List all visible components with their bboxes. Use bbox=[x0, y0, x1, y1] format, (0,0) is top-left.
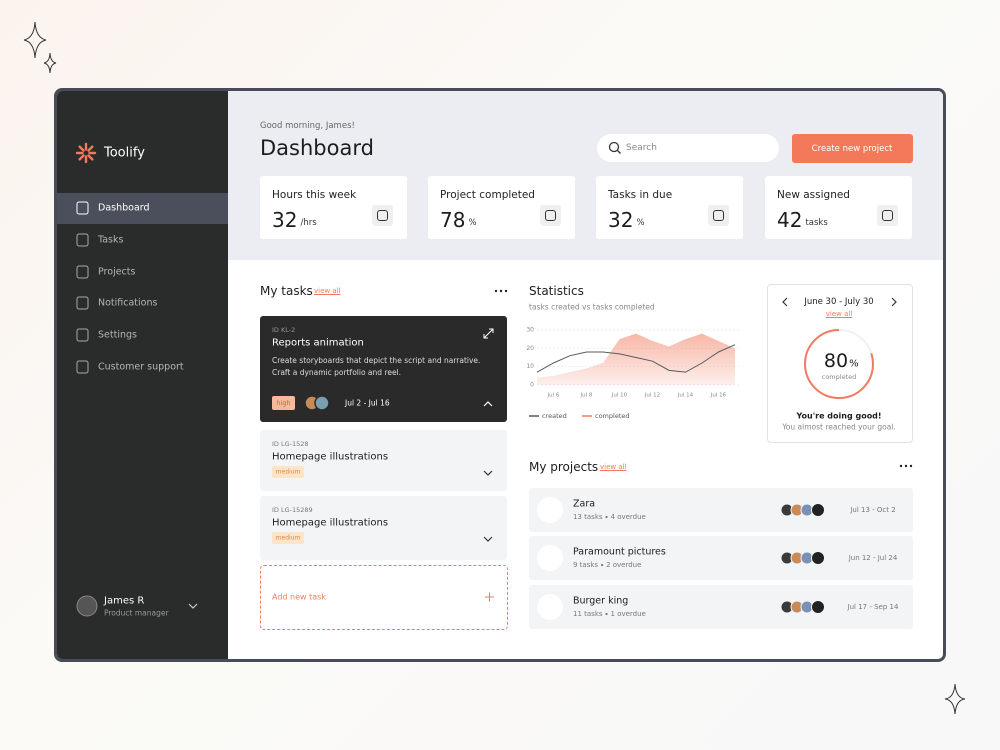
add-task-label[interactable]: Add new task bbox=[272, 592, 326, 602]
task-card[interactable] bbox=[260, 316, 507, 422]
section-title: My projects bbox=[529, 460, 599, 474]
greeting: Good morning, James! bbox=[260, 121, 355, 131]
view-all-link[interactable]: view all bbox=[825, 310, 853, 318]
stat-label: New assigned bbox=[777, 189, 850, 201]
project-tasks: 13 tasks bbox=[573, 513, 603, 521]
nav-item[interactable]: Dashboard bbox=[98, 202, 150, 214]
nav-item[interactable]: Notifications bbox=[98, 297, 158, 309]
task-card[interactable] bbox=[260, 496, 507, 560]
progress-unit: % bbox=[849, 358, 859, 370]
project-dates: Jun 12 - Jul 24 bbox=[848, 554, 898, 562]
stat-unit: % bbox=[468, 218, 477, 228]
project-dates: Jul 17 - Sep 14 bbox=[847, 603, 899, 611]
progress-value: 80 bbox=[823, 350, 849, 372]
project-initials: Z bbox=[546, 505, 554, 515]
project-overdue: 4 overdue bbox=[610, 513, 646, 521]
section-title: My tasks bbox=[260, 284, 313, 298]
stat-unit: /hrs bbox=[300, 218, 317, 228]
project-name: Zara bbox=[573, 498, 596, 510]
create-button-label[interactable]: Create new project bbox=[811, 143, 893, 154]
more-members: +3 bbox=[813, 507, 823, 513]
task-id: ID LG-15289 bbox=[272, 506, 313, 514]
project-row[interactable] bbox=[529, 488, 913, 532]
nav-item[interactable]: Settings bbox=[98, 329, 137, 341]
date-range: June 30 - July 30 bbox=[804, 297, 874, 307]
section-subtitle: tasks created vs tasks completed bbox=[529, 302, 655, 312]
project-name: Paramount pictures bbox=[573, 546, 666, 558]
stat-value: 32 bbox=[608, 208, 634, 232]
user-name: James R bbox=[104, 595, 145, 607]
progress-caption: completed bbox=[821, 373, 857, 381]
project-overdue: 2 overdue bbox=[606, 561, 642, 569]
progress-message: You're doing good! bbox=[796, 411, 882, 421]
priority-tag bbox=[272, 532, 304, 544]
stat-unit: % bbox=[636, 218, 645, 228]
stat-value: 42 bbox=[777, 208, 803, 232]
priority-tag bbox=[272, 466, 304, 478]
priority-label: high bbox=[276, 399, 291, 407]
project-tasks: 9 tasks bbox=[573, 561, 599, 569]
search-placeholder: Search bbox=[626, 143, 657, 153]
task-card[interactable] bbox=[260, 430, 507, 491]
priority-label: medium bbox=[275, 468, 301, 476]
task-title: Homepage illustrations bbox=[272, 451, 389, 463]
task-id: ID LG-1528 bbox=[272, 440, 309, 448]
task-title: Reports animation bbox=[272, 337, 364, 349]
task-id: ID KL-2 bbox=[272, 326, 296, 334]
progress-submessage: You almost reached your goal. bbox=[782, 422, 896, 432]
brand-name: Toolify bbox=[104, 145, 145, 161]
nav-item[interactable]: Customer support bbox=[98, 361, 184, 373]
view-all-link[interactable]: view all bbox=[600, 463, 627, 471]
stat-label: Tasks in due bbox=[608, 189, 673, 201]
view-all-link[interactable]: view all bbox=[314, 287, 341, 295]
nav-item[interactable]: Projects bbox=[98, 266, 136, 278]
project-tasks: 11 tasks bbox=[573, 610, 603, 618]
stat-label: Project completed bbox=[440, 189, 535, 201]
add-task-box[interactable] bbox=[260, 565, 508, 630]
task-title: Homepage illustrations bbox=[272, 517, 389, 529]
priority-tag bbox=[272, 396, 295, 410]
create-button[interactable] bbox=[792, 134, 913, 163]
more-members: +3 bbox=[813, 555, 823, 561]
stat-unit: tasks bbox=[805, 218, 828, 228]
project-name: Burger king bbox=[573, 595, 629, 607]
project-initials: BK bbox=[543, 602, 557, 612]
project-row[interactable] bbox=[529, 536, 913, 580]
stat-value: 78 bbox=[440, 208, 466, 232]
stat-value: 32 bbox=[272, 208, 298, 232]
project-overdue: 1 overdue bbox=[610, 610, 646, 618]
page-title: Dashboard bbox=[260, 136, 374, 160]
search-box[interactable] bbox=[597, 134, 779, 162]
project-dates: Jul 13 - Oct 2 bbox=[850, 506, 896, 514]
user-role: Product manager bbox=[104, 608, 169, 618]
nav-item[interactable]: Tasks bbox=[98, 234, 124, 246]
project-initials: PP bbox=[544, 553, 556, 563]
project-row[interactable] bbox=[529, 585, 913, 629]
task-description: Create storyboards that depict the scrip… bbox=[272, 356, 481, 377]
more-members: +3 bbox=[813, 604, 823, 610]
stat-label: Hours this week bbox=[272, 189, 357, 201]
task-dates: Jul 2 - Jul 16 bbox=[345, 398, 390, 408]
sidebar bbox=[57, 91, 228, 659]
priority-label: medium bbox=[275, 534, 301, 542]
section-title: Statistics bbox=[529, 284, 584, 298]
